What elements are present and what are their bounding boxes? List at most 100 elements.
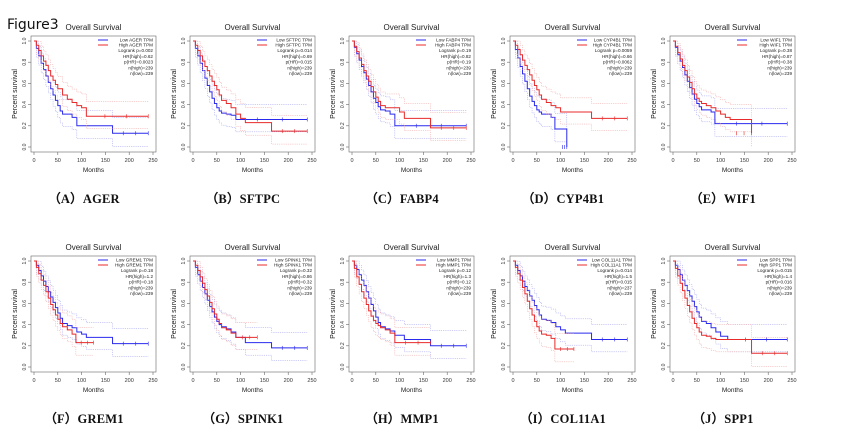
x-tick-label: 0 <box>350 378 353 384</box>
y-tick-label: 0.4 <box>22 321 28 328</box>
y-tick-label: 1.0 <box>340 37 346 44</box>
x-tick-label: 0 <box>32 158 35 164</box>
ci-lower-line <box>193 40 308 145</box>
y-tick-label: 0.2 <box>661 342 667 349</box>
y-axis-label: Percent survival <box>330 69 337 119</box>
x-tick-label: 250 <box>307 378 316 384</box>
chart-title: Overall Survival <box>704 243 760 252</box>
x-tick-label: 200 <box>764 378 773 384</box>
x-axis-label: Months <box>83 387 105 394</box>
x-tick-label: 100 <box>716 378 725 384</box>
stat-annotation: p(HR)=0.18 <box>129 280 153 285</box>
plot-frame <box>30 255 157 373</box>
y-tick-label: 1.0 <box>22 37 28 44</box>
legend-label: High MMP1 TPM <box>436 263 471 268</box>
ci-upper-line <box>352 260 431 328</box>
y-tick-label: 0.4 <box>340 321 346 328</box>
panel-caption: （G）SPINK1 <box>202 412 284 426</box>
ci-lower-line <box>673 260 788 367</box>
x-tick-label: 250 <box>466 378 475 384</box>
legend-label: Low SPINK1 TPM <box>275 258 312 263</box>
ci-lower-line <box>193 260 258 350</box>
ci-lower-line <box>193 260 308 361</box>
stat-annotation: Logrank p=0.014 <box>597 268 632 273</box>
ci-upper-line <box>193 260 258 323</box>
km-panel: Overall Survival 0.0 0.2 0.4 0.6 0.8 1.0 0 50 100… <box>483 8 643 223</box>
legend-label: Low SFTPC TPM <box>276 38 312 43</box>
y-tick-label: 0.8 <box>181 279 187 286</box>
plot-frame <box>348 255 475 373</box>
y-tick-label: 0.8 <box>181 59 187 66</box>
stat-annotation: n(low)=239 <box>289 291 312 296</box>
high-expression-curve <box>513 260 574 350</box>
ci-lower-line <box>34 260 94 356</box>
legend-label: Low FABP4 TPM <box>436 38 471 43</box>
x-tick-label: 0 <box>671 158 674 164</box>
stat-annotation: Logrank p=0.002 <box>118 48 153 53</box>
y-tick-label: 0.0 <box>661 363 667 370</box>
x-tick-label: 50 <box>694 378 700 384</box>
y-axis-label: Percent survival <box>12 69 19 119</box>
y-tick-label: 0.0 <box>340 143 346 150</box>
y-tick-label: 0.0 <box>501 143 507 150</box>
stat-annotation: HR(high)=0.69 <box>282 54 312 59</box>
x-tick-label: 50 <box>55 158 61 164</box>
x-tick-label: 0 <box>511 378 514 384</box>
high-expression-curve <box>673 260 788 354</box>
ci-upper-line <box>352 40 467 113</box>
plot-frame <box>509 255 636 373</box>
y-tick-label: 0.6 <box>501 300 507 307</box>
legend-label: High CYP4B1 TPM <box>593 43 632 48</box>
x-tick-label: 100 <box>395 378 404 384</box>
ci-upper-line <box>673 260 788 325</box>
x-tick-label: 50 <box>55 378 61 384</box>
stat-annotation: n(high)=239 <box>287 65 312 70</box>
stat-annotation: n(high)=239 <box>287 285 312 290</box>
ci-upper-line <box>513 260 574 334</box>
x-tick-label: 100 <box>236 158 245 164</box>
x-tick-label: 250 <box>787 378 796 384</box>
y-axis-label: Percent survival <box>491 69 498 119</box>
km-chart: Overall Survival 0.0 0.2 0.4 0.6 0.8 1.0 0 50 100… <box>491 243 637 394</box>
x-tick-label: 200 <box>125 158 134 164</box>
x-tick-label: 150 <box>260 158 269 164</box>
x-tick-label: 200 <box>604 158 613 164</box>
ci-lower-line <box>513 40 628 131</box>
x-tick-label: 150 <box>740 378 749 384</box>
y-tick-label: 0.8 <box>340 59 346 66</box>
x-tick-label: 250 <box>148 378 157 384</box>
chart-title: Overall Survival <box>65 23 121 32</box>
x-tick-label: 200 <box>125 378 134 384</box>
y-tick-label: 0.4 <box>501 101 507 108</box>
x-tick-label: 200 <box>284 378 293 384</box>
km-panel: Overall Survival 0.0 0.2 0.4 0.6 0.8 1.0 0 50 100… <box>483 228 643 443</box>
y-tick-label: 1.0 <box>181 37 187 44</box>
ci-upper-line <box>34 260 149 329</box>
ci-lower-line <box>352 260 431 356</box>
stat-annotation: p(HR)=0.12 <box>447 280 471 285</box>
km-chart: Overall Survival 0.0 0.2 0.4 0.6 0.8 1.0 0 50 100… <box>171 23 317 174</box>
y-tick-label: 0.8 <box>340 279 346 286</box>
x-axis-label: Months <box>562 387 584 394</box>
y-tick-label: 0.6 <box>181 80 187 87</box>
x-tick-label: 250 <box>627 158 636 164</box>
ci-upper-line <box>673 40 788 109</box>
stat-annotation: p(HR)=0.0062 <box>603 60 632 65</box>
y-axis-label: Percent survival <box>171 69 178 119</box>
legend-label: High SPINK1 TPM <box>274 263 312 268</box>
y-axis-label: Percent survival <box>330 289 337 339</box>
y-tick-label: 0.6 <box>181 300 187 307</box>
panel-caption: （C）FABP4 <box>365 192 439 206</box>
stat-annotation: Logrank p=0.12 <box>439 268 472 273</box>
x-tick-label: 200 <box>284 158 293 164</box>
panel-caption: （I）COL11A1 <box>519 412 607 426</box>
stat-annotation: p(HR)=0.015 <box>286 60 313 65</box>
x-tick-label: 50 <box>694 158 700 164</box>
x-tick-label: 150 <box>580 378 589 384</box>
x-tick-label: 150 <box>101 158 110 164</box>
stat-annotation: n(high)=239 <box>128 65 153 70</box>
stat-annotation: n(low)=239 <box>130 71 153 76</box>
y-tick-label: 0.4 <box>22 101 28 108</box>
x-tick-label: 0 <box>350 158 353 164</box>
x-tick-label: 200 <box>764 158 773 164</box>
